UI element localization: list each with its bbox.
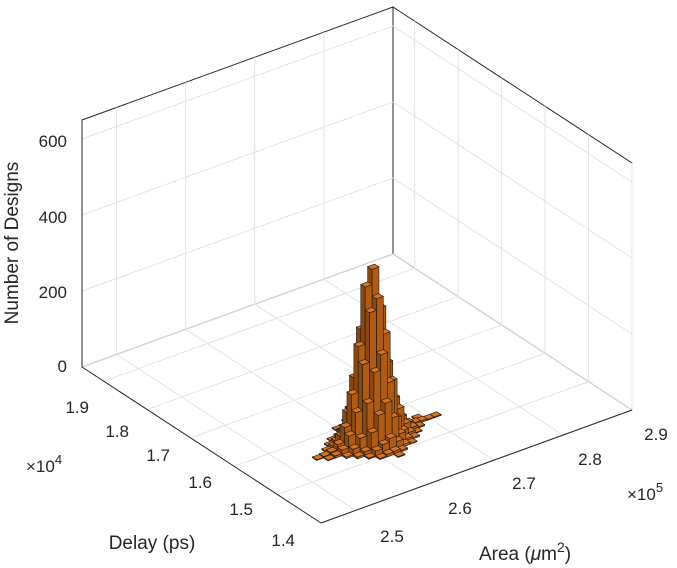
x-tick-labels: 2.5 2.6 2.7 2.8 2.9 xyxy=(380,425,668,546)
x-tick-2.8: 2.8 xyxy=(578,450,602,469)
z-tick-200: 200 xyxy=(39,283,67,302)
z-gridline xyxy=(81,101,633,259)
histogram-bars xyxy=(311,263,442,462)
back-wall-x xyxy=(392,6,633,411)
z-tick-labels: 0 200 400 600 xyxy=(39,132,67,376)
z-axis-label: Number of Designs xyxy=(2,162,23,325)
bar-88 xyxy=(393,451,406,459)
x-tick-2.7: 2.7 xyxy=(512,474,536,493)
z-tick-600: 600 xyxy=(39,132,67,151)
y-axis-label: Delay (ps) xyxy=(109,533,196,554)
bar-100 xyxy=(341,451,354,460)
y-tick-1.9: 1.9 xyxy=(65,398,89,417)
y-gridline xyxy=(103,21,416,382)
y-tick-1.7: 1.7 xyxy=(146,446,170,465)
x-gridline xyxy=(116,107,356,511)
bar-101 xyxy=(329,450,343,459)
back-wall-y xyxy=(81,6,394,368)
y-tick-1.4: 1.4 xyxy=(271,531,295,550)
z-gridline xyxy=(81,25,633,183)
bar-98 xyxy=(363,452,377,460)
front-edges xyxy=(81,120,633,524)
x-axis-line xyxy=(320,409,633,524)
x-gridline xyxy=(323,32,564,436)
y-gridline xyxy=(190,77,503,439)
bar-97 xyxy=(374,452,388,461)
x-multiplier: ×105 xyxy=(627,480,663,504)
z-tick-0: 0 xyxy=(58,357,67,376)
x-tick-2.5: 2.5 xyxy=(380,527,404,546)
y-tick-labels: 1.4 1.5 1.6 1.7 1.8 1.9 xyxy=(65,398,295,550)
bar-104 xyxy=(311,454,325,462)
y-axis-line xyxy=(81,366,322,524)
x-tick-2.6: 2.6 xyxy=(448,499,472,518)
y-tick-1.6: 1.6 xyxy=(188,473,212,492)
bar-99 xyxy=(352,451,365,460)
z-tick-400: 400 xyxy=(39,208,67,227)
y-multiplier: ×104 xyxy=(26,452,62,476)
y-tick-1.8: 1.8 xyxy=(105,422,129,441)
y-gridline xyxy=(147,49,459,411)
x-gridline xyxy=(254,57,495,461)
z-gridline xyxy=(81,177,633,335)
x-axis-label: Area (μm2) xyxy=(479,539,571,565)
y-tick-1.5: 1.5 xyxy=(229,500,253,519)
x-tick-2.9: 2.9 xyxy=(644,425,668,444)
